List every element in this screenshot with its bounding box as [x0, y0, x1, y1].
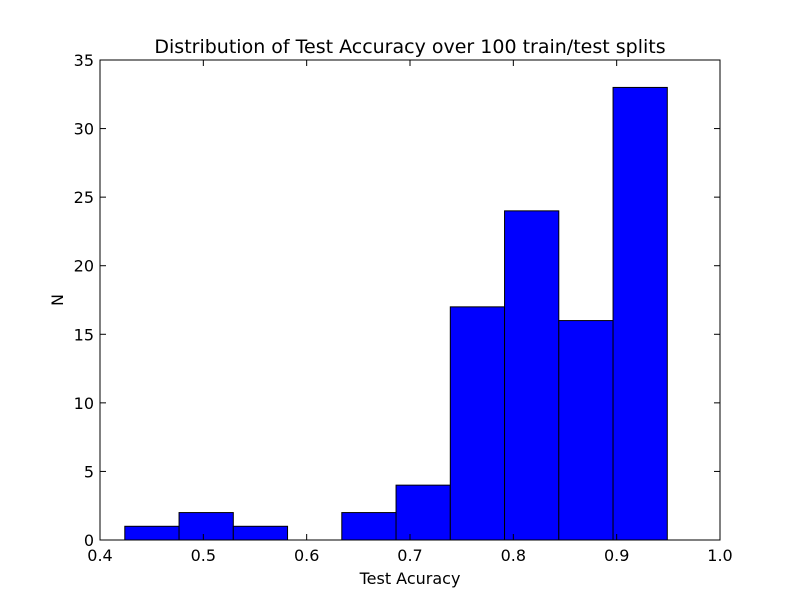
y-tick-label: 30 [74, 120, 94, 139]
histogram-bar [232, 525, 289, 541]
bars-group [124, 86, 668, 541]
histogram-bar [395, 484, 451, 541]
y-tick-label: 35 [74, 51, 94, 70]
x-tick-label: 1.0 [707, 546, 732, 565]
x-tick-label: 0.7 [397, 546, 422, 565]
histogram-bar [612, 86, 668, 541]
x-tick-label: 0.8 [501, 546, 526, 565]
y-tick-label: 10 [74, 394, 94, 413]
ticks-group: 0.4 0.5 0.6 0.7 0.8 0.9 1.0 0 5 10 15 20 25 30 35 [74, 51, 733, 565]
x-tick-label: 0.6 [294, 546, 319, 565]
y-tick-label: 20 [74, 257, 94, 276]
histogram-bar [558, 320, 614, 541]
y-tick-label: 15 [74, 325, 94, 344]
x-tick-label: 0.5 [191, 546, 216, 565]
x-tick-label: 0.9 [604, 546, 629, 565]
x-axis-label: Test Acuracy [359, 569, 461, 588]
histogram-bar [504, 210, 560, 541]
histogram-bar [341, 512, 397, 541]
y-tick-label: 0 [84, 531, 94, 550]
histogram-bar [178, 512, 234, 541]
plot-frame [99, 59, 721, 541]
chart-title: Distribution of Test Accuracy over 100 t… [154, 36, 665, 58]
y-axis-label: N [48, 294, 67, 306]
histogram-bar [124, 525, 180, 541]
y-tick-label: 5 [84, 462, 94, 481]
histogram-bar [449, 306, 506, 541]
y-tick-label: 25 [74, 188, 94, 207]
x-tick-label: 0.4 [87, 546, 112, 565]
